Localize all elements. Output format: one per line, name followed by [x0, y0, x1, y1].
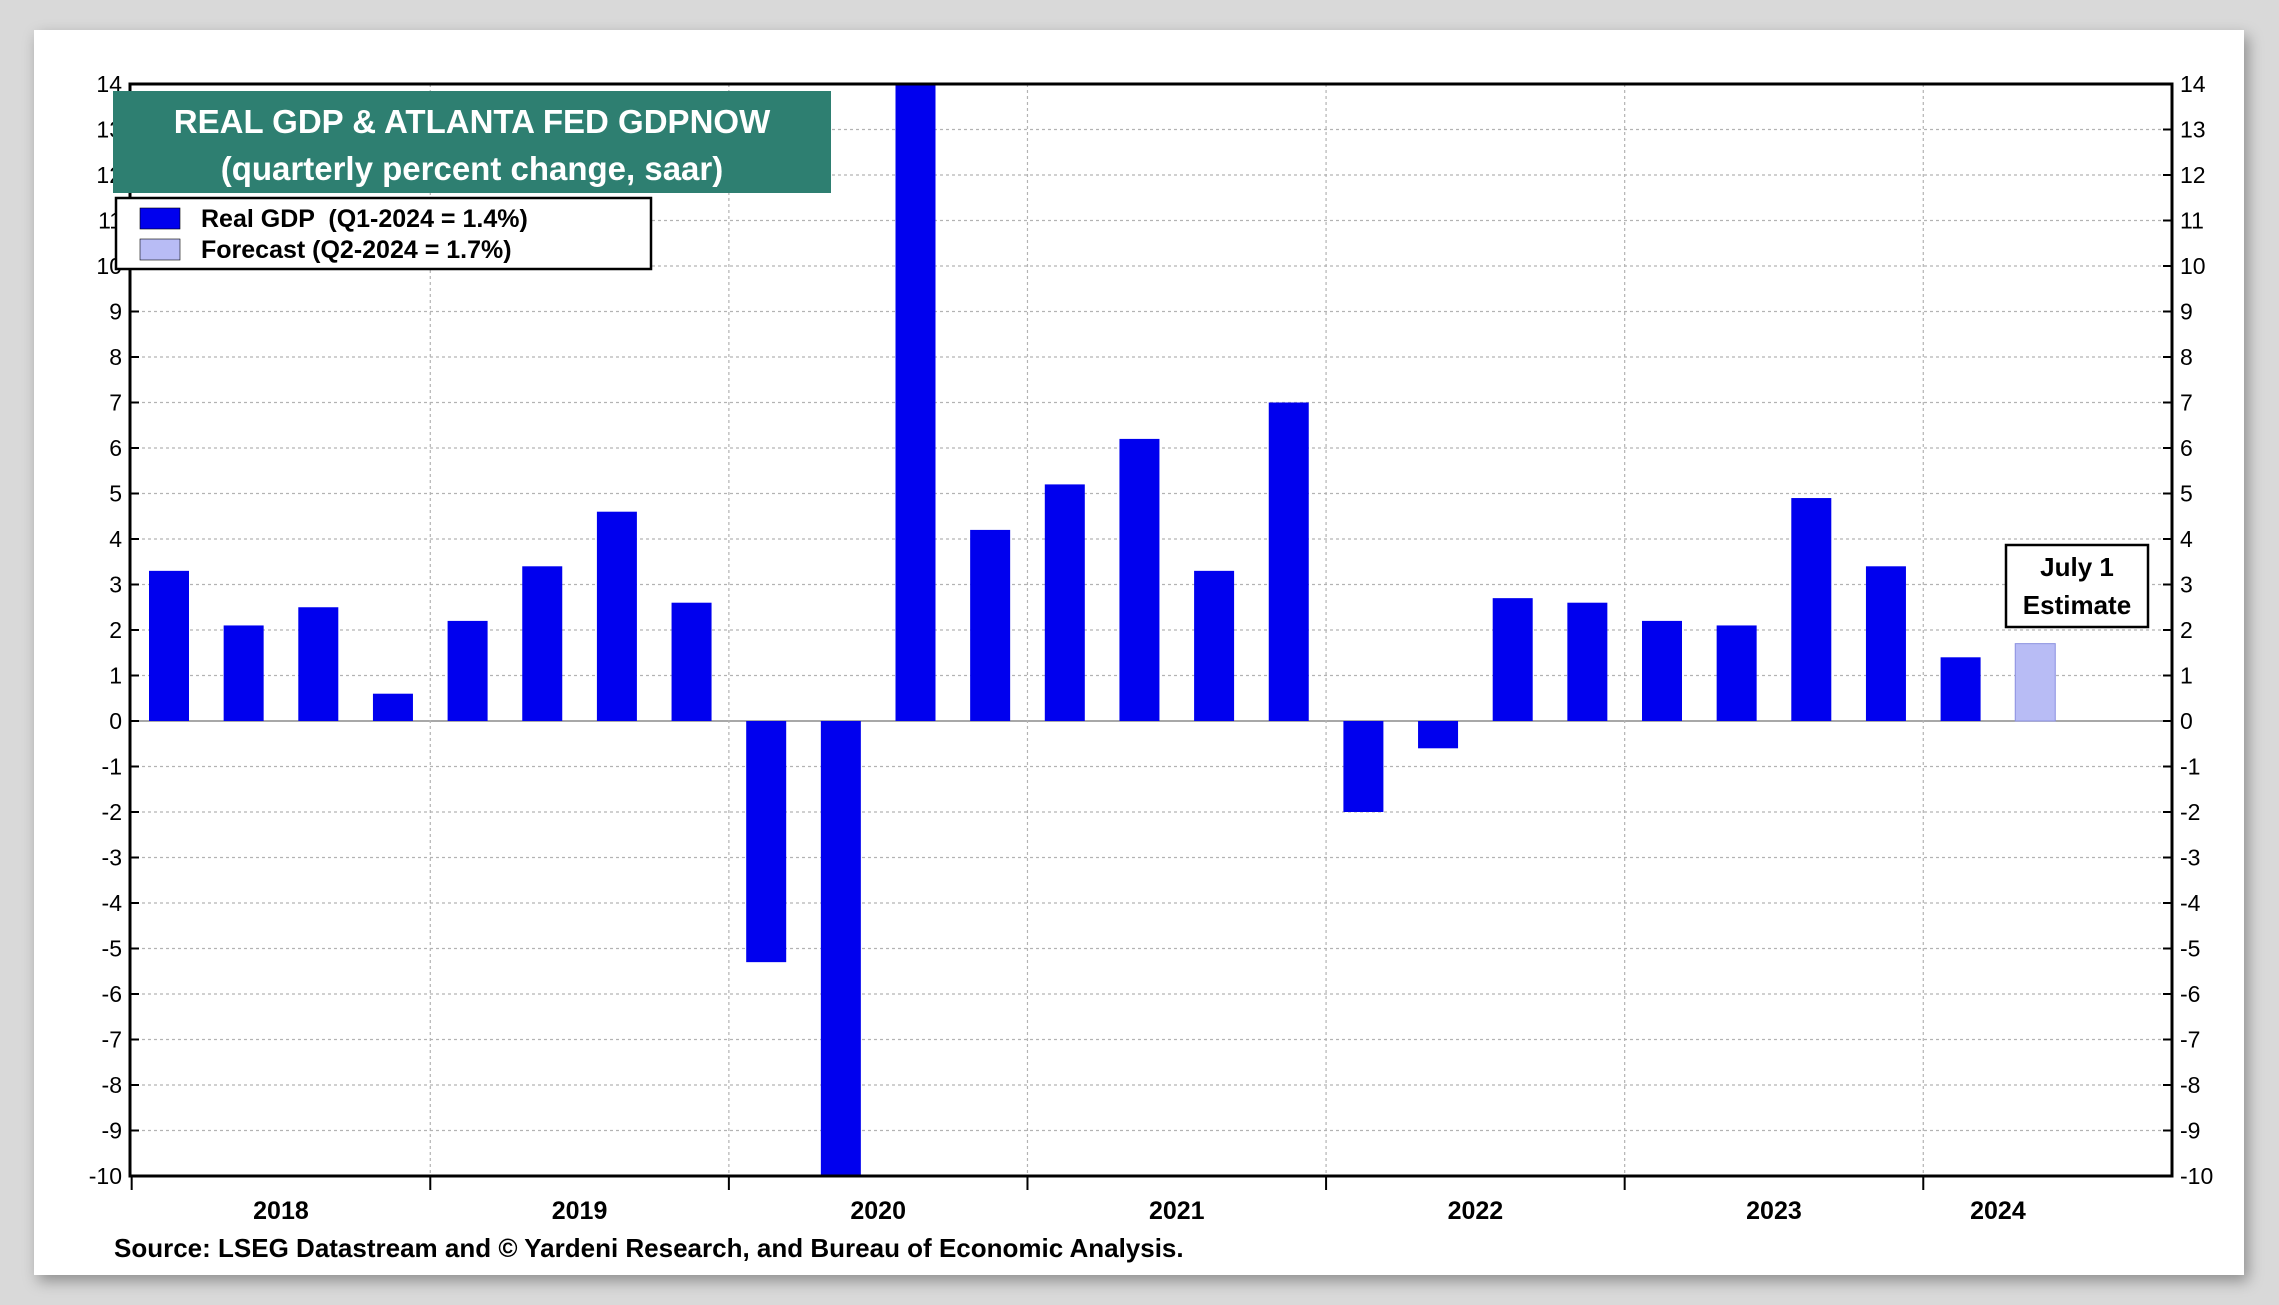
y-tick-label-left: 1 [109, 663, 122, 689]
title-box [113, 91, 831, 193]
bar-real-gdp [298, 607, 339, 721]
y-tick-label-right: 14 [2180, 71, 2206, 97]
y-tick-label-left: -5 [102, 936, 122, 962]
legend-swatch-real-gdp [139, 207, 181, 230]
y-tick-label-right: 12 [2180, 162, 2206, 188]
bar-real-gdp [1865, 566, 1906, 721]
x-tick-label: 2022 [1448, 1197, 1504, 1225]
y-tick-label-left: 4 [109, 526, 122, 552]
bar-real-gdp [746, 721, 787, 963]
legend-label-real-gdp: Real GDP (Q1-2024 = 1.4%) [201, 205, 528, 233]
y-tick-label-right: -4 [2180, 890, 2201, 916]
chart-frame: -10 -10 -9 -9 -8 -8 -7 -7 -6 -6 -5 -5 -4 -4 -3 -3 -2 -2 -1… [34, 30, 2244, 1275]
y-tick-label-right: -6 [2180, 981, 2200, 1007]
y-tick-label-right: 5 [2180, 481, 2193, 507]
chart-title: REAL GDP & ATLANTA FED GDPNOW [174, 103, 771, 140]
y-tick-label-left: 5 [109, 481, 122, 507]
annotation-line-1: July 1 [2040, 552, 2114, 582]
bar-real-gdp [223, 625, 264, 721]
y-tick-label-right: -8 [2180, 1072, 2200, 1098]
x-tick-label: 2024 [1970, 1197, 2026, 1225]
y-tick-label-right: 9 [2180, 299, 2193, 325]
bar-real-gdp [1791, 498, 1832, 721]
bar-real-gdp [1343, 721, 1384, 812]
y-tick-label-left: 8 [109, 344, 122, 370]
y-tick-label-right: -10 [2180, 1163, 2213, 1189]
x-tick-label: 2019 [552, 1197, 608, 1225]
y-tick-label-left: -3 [102, 845, 122, 871]
y-tick-label-left: -1 [102, 754, 122, 780]
y-tick-label-right: 11 [2180, 208, 2204, 234]
bar-real-gdp [671, 602, 712, 721]
y-tick-label-right: 0 [2180, 708, 2193, 734]
legend: Real GDP (Q1-2024 = 1.4%) Forecast (Q2-2… [114, 196, 653, 271]
y-tick-label-right: -5 [2180, 936, 2200, 962]
y-tick-label-left: 0 [109, 708, 122, 734]
bar-real-gdp [372, 693, 413, 721]
bar-real-gdp [1268, 402, 1309, 721]
y-tick-label-left: -2 [102, 799, 122, 825]
x-tick-label: 2020 [850, 1197, 906, 1225]
y-tick-label-left: -4 [102, 890, 123, 916]
legend-swatch-forecast [139, 238, 181, 261]
bar-real-gdp [149, 570, 189, 721]
y-tick-label-left: -10 [89, 1163, 122, 1189]
title-block: REAL GDP & ATLANTA FED GDPNOW (quarterly… [113, 91, 831, 193]
y-tick-label-right: -7 [2180, 1027, 2200, 1053]
bar-real-gdp [1642, 620, 1682, 721]
x-tick-label: 2018 [253, 1197, 309, 1225]
legend-label-forecast: Forecast (Q2-2024 = 1.7%) [201, 236, 512, 264]
y-tick-label-left: -7 [102, 1027, 122, 1053]
y-tick-label-right: 13 [2180, 117, 2206, 143]
bar-real-gdp [596, 511, 637, 721]
chart-subtitle: (quarterly percent change, saar) [221, 150, 724, 187]
y-tick-label-right: 4 [2180, 526, 2193, 552]
y-tick-label-right: 3 [2180, 572, 2193, 598]
plot-border [128, 82, 2174, 1178]
bar-real-gdp [1716, 625, 1757, 721]
bar-real-gdp [1044, 484, 1085, 721]
y-tick-label-left: -6 [102, 981, 122, 1007]
y-tick-label-left: -8 [102, 1072, 122, 1098]
bar-real-gdp [1418, 721, 1459, 749]
bar-real-gdp [522, 566, 563, 721]
bar-real-gdp [895, 84, 936, 721]
y-tick-label-left: 3 [109, 572, 122, 598]
x-tick-label: 2021 [1149, 1197, 1205, 1225]
y-tick-label-right: 6 [2180, 435, 2193, 461]
source-note: Source: LSEG Datastream and © Yardeni Re… [114, 1233, 1184, 1263]
bar-real-gdp [1940, 657, 1981, 721]
y-tick-label-right: 10 [2180, 253, 2206, 279]
y-tick-label-left: -9 [102, 1118, 122, 1144]
bar-real-gdp [1567, 602, 1608, 721]
y-tick-label-right: -3 [2180, 845, 2200, 871]
y-tick-label-right: 1 [2180, 663, 2193, 689]
estimate-annotation: July 1 Estimate [2004, 543, 2150, 629]
bar-real-gdp [820, 721, 861, 1176]
y-tick-label-left: 9 [109, 299, 122, 325]
y-tick-label-right: 7 [2180, 390, 2193, 416]
x-tick-label: 2023 [1746, 1197, 1802, 1225]
bars [149, 84, 2056, 1176]
bar-real-gdp [1194, 570, 1235, 721]
bar-real-gdp [970, 529, 1011, 721]
y-tick-label-right: -9 [2180, 1118, 2200, 1144]
axes: -10 -10-9 -9-8 -8-7 -7-6 -6-5 -5-4 -4-3 -3-2 -2-1… [89, 71, 2214, 1225]
bar-real-gdp [1119, 438, 1160, 721]
y-tick-label-right: 2 [2180, 617, 2193, 643]
bar-real-gdp [447, 620, 488, 721]
y-tick-label-left: 2 [109, 617, 122, 643]
y-tick-label-right: 8 [2180, 344, 2193, 370]
bar-real-gdp [1492, 598, 1533, 721]
y-tick-label-right: -2 [2180, 799, 2200, 825]
y-tick-label-left: 7 [109, 390, 122, 416]
annotation-line-2: Estimate [2023, 590, 2131, 620]
bar-forecast [2014, 643, 2056, 722]
y-tick-label-right: -1 [2180, 754, 2200, 780]
annotation-box [2004, 543, 2150, 629]
chart: -10 -10-9 -9-8 -8-7 -7-6 -6-5 -5-4 -4-3 -3-2 -2-1… [89, 71, 2214, 1263]
y-tick-label-left: 6 [109, 435, 122, 461]
legend-box [114, 196, 653, 271]
